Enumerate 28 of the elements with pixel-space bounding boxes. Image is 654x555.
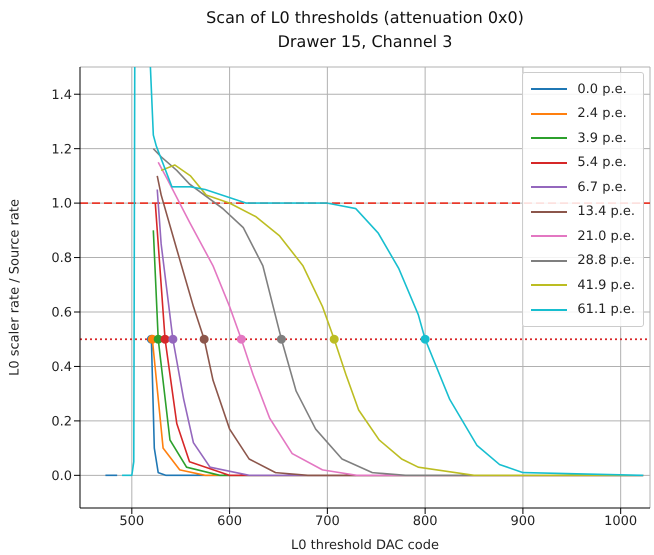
chart-title: Scan of L0 thresholds (attenuation 0x0): [205, 7, 525, 29]
legend-label: 61.1 p.e.: [577, 302, 635, 318]
x-tick-label: 800: [412, 514, 438, 530]
y-tick-label: 0.4: [51, 360, 72, 376]
x-tick-label: 500: [119, 514, 144, 530]
legend-label: 13.4 p.e.: [577, 204, 635, 220]
legend-label: 21.0 p.e.: [577, 228, 635, 244]
x-tick-label: 900: [510, 514, 536, 530]
y-axis-title: L0 scaler rate / Source rate: [8, 199, 23, 376]
x-tick-label: 700: [314, 514, 340, 530]
y-tick-label: 0.0: [51, 468, 72, 484]
y-tick-label: 1.2: [51, 142, 72, 158]
x-tick-label: 600: [217, 514, 242, 530]
y-tick-label: 0.2: [51, 414, 72, 430]
legend-label: 6.7 p.e.: [577, 180, 627, 195]
legend-label: 41.9 p.e.: [577, 278, 635, 293]
y-tick-label: 0.8: [51, 251, 72, 266]
legend-label: 28.8 p.e.: [577, 253, 635, 268]
legend-label: 3.9 p.e.: [577, 130, 627, 146]
y-tick-label: 0.6: [51, 306, 72, 321]
chart-subtitle: Drawer 15, Channel 3: [276, 31, 454, 53]
legend-label: 2.4 p.e.: [577, 106, 627, 122]
y-tick-label: 1.0: [51, 196, 72, 212]
legend-label: 5.4 p.e.: [577, 155, 627, 170]
x-tick-label: 1000: [604, 514, 638, 530]
y-tick-label: 1.4: [51, 88, 72, 103]
legend-label: 0.0 p.e.: [577, 82, 627, 97]
x-axis-title: L0 threshold DAC code: [290, 538, 440, 553]
